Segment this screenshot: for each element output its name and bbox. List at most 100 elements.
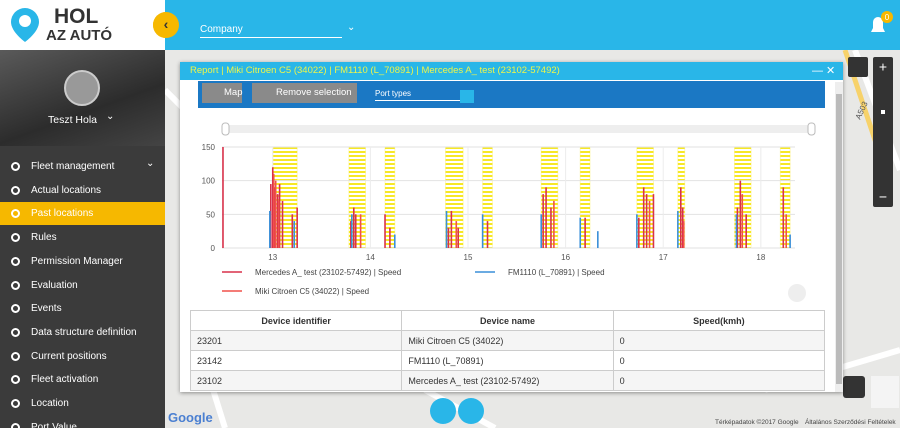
- menu-icon: [11, 185, 20, 195]
- menu-icon: [11, 162, 20, 171]
- menu-item[interactable]: Past locations: [0, 202, 165, 226]
- menu-icon: [11, 399, 20, 408]
- menu-item[interactable]: Port Value: [0, 416, 165, 428]
- menu-icon: [11, 422, 20, 428]
- menu-label: Fleet management: [31, 161, 115, 172]
- collapse-button[interactable]: ‹: [153, 12, 179, 38]
- filter-button[interactable]: [430, 398, 456, 424]
- notifications[interactable]: 0: [865, 10, 895, 40]
- user-name[interactable]: Teszt Hola: [48, 114, 98, 126]
- logo-text: AZ AUTÓ: [46, 27, 113, 44]
- table-row[interactable]: 23142 FM1110 (L_70891) 0: [189, 350, 826, 371]
- menu-icon: [11, 256, 20, 266]
- table-wrap: Device identifier Device name Speed(kmh) 23…: [189, 310, 826, 391]
- layers-button[interactable]: [871, 376, 899, 408]
- user-caret: ⌄: [106, 111, 115, 122]
- zoom-out[interactable]: −: [879, 189, 887, 205]
- highlight-band: [779, 146, 791, 249]
- menu-label: Port Value: [31, 421, 77, 428]
- range-handle[interactable]: [807, 122, 816, 136]
- menu-item[interactable]: Permission Manager: [0, 250, 165, 273]
- person-button[interactable]: [458, 398, 484, 424]
- scroll-thumb[interactable]: [836, 94, 842, 384]
- x-tick-label: 18: [756, 253, 765, 262]
- y-tick-label: 100: [202, 177, 216, 186]
- table-row[interactable]: 23102 Mercedes A_ test (23102-57492) 0: [189, 370, 826, 391]
- header-cell: Device name: [401, 310, 614, 331]
- x-tick-label: 17: [659, 253, 668, 262]
- remove-selection-button[interactable]: Remove selection: [252, 83, 357, 103]
- badge-count: 0: [885, 13, 890, 22]
- table-cell: 23201: [189, 330, 403, 351]
- badge: [881, 11, 893, 23]
- zoom-in[interactable]: +: [879, 59, 887, 75]
- table-cell: FM1110 (L_70891): [401, 350, 614, 371]
- logo-text: HOL: [54, 5, 99, 28]
- menu-label: Actual locations: [31, 184, 102, 196]
- menu-label: Data structure definition: [31, 326, 137, 338]
- menu-item[interactable]: Fleet activation: [0, 368, 165, 391]
- menu-item[interactable]: Evaluation: [0, 274, 165, 297]
- table-cell: 0: [612, 330, 826, 351]
- menu-icon: [11, 375, 20, 385]
- user-panel: Teszt Hola ⌄: [0, 50, 165, 146]
- menu-label: Current positions: [31, 350, 107, 362]
- device-table: Device identifier Device name Speed(kmh) 23…: [189, 310, 826, 391]
- y-tick-label: 50: [206, 210, 215, 219]
- menu-label: Fleet activation: [31, 374, 99, 386]
- report-dialog: Report | Miki Citroen C5 (34022) | FM111…: [180, 62, 843, 392]
- streetview-button[interactable]: [843, 376, 865, 398]
- table-cell: 0: [612, 370, 826, 391]
- menu-icon: [11, 209, 20, 219]
- menu-item[interactable]: Current positions: [0, 345, 165, 368]
- x-tick-label: 15: [464, 253, 473, 262]
- map-terms[interactable]: Általános Szerződési Feltételek: [805, 417, 896, 426]
- menu-icon: [11, 327, 20, 337]
- logo: HOL AZ AUTÓ: [0, 0, 165, 50]
- header-cell: Device identifier: [189, 310, 403, 331]
- avatar: [64, 70, 100, 106]
- header-cell: Speed(kmh): [612, 310, 826, 331]
- menu-item[interactable]: Location: [0, 392, 165, 415]
- sidebar: HOL AZ AUTÓ Teszt Hola ⌄ Fleet managemen…: [0, 0, 165, 428]
- menu-item[interactable]: Data structure definition: [0, 321, 165, 344]
- menu-label: Location: [31, 398, 69, 409]
- menu-label: Events: [31, 303, 62, 315]
- map-button[interactable]: Map: [202, 83, 242, 103]
- table-cell: Mercedes A_ test (23102-57492): [401, 370, 614, 391]
- dialog-title: Report | Miki Citroen C5 (34022) | FM111…: [180, 62, 843, 80]
- menu-label: Past locations: [31, 208, 94, 220]
- legend-label: Mercedes A_ test (23102-57492) | Speed: [255, 268, 401, 277]
- scrollbar[interactable]: [835, 82, 843, 392]
- y-tick-label: 0: [211, 244, 216, 253]
- table-cell: 0: [612, 350, 826, 371]
- y-tick-label: 150: [202, 143, 216, 152]
- table-cell: 23142: [189, 350, 403, 371]
- menu-item[interactable]: Actual locations: [0, 179, 165, 202]
- menu-item[interactable]: Events: [0, 297, 165, 320]
- chart: 0 50 100 150 13 14 15 16 17 18 Mercedes A_ test (2…: [202, 122, 816, 302]
- menu-icon: [11, 351, 20, 361]
- zoom-handle[interactable]: [881, 110, 885, 114]
- table-cell: 23102: [189, 370, 403, 391]
- menu-caret: ⌄: [146, 158, 155, 169]
- table-row[interactable]: 23201 Miki Citroen C5 (34022) 0: [189, 330, 826, 351]
- zoom-control[interactable]: [873, 57, 893, 207]
- download-button[interactable]: [788, 284, 806, 302]
- x-tick-label: 13: [268, 253, 277, 262]
- dropdown-caret: ⌄: [347, 22, 356, 33]
- dialog-controls[interactable]: — ✕: [812, 65, 836, 77]
- menu-item[interactable]: Fleet management ⌄: [0, 155, 165, 178]
- menu-item[interactable]: Rules: [0, 226, 165, 249]
- range-handle[interactable]: [221, 122, 230, 136]
- legend-label: FM1110 (L_70891) | Speed: [508, 268, 605, 277]
- range-slider[interactable]: [222, 125, 814, 133]
- logo-icon: [11, 8, 39, 42]
- menu-icon: [11, 280, 20, 290]
- fullscreen-button[interactable]: [848, 57, 868, 77]
- port-types-select[interactable]: Port types: [375, 89, 473, 101]
- menu-label: Rules: [31, 232, 57, 244]
- company-select[interactable]: Company: [200, 24, 342, 38]
- menu-label: Evaluation: [31, 279, 78, 291]
